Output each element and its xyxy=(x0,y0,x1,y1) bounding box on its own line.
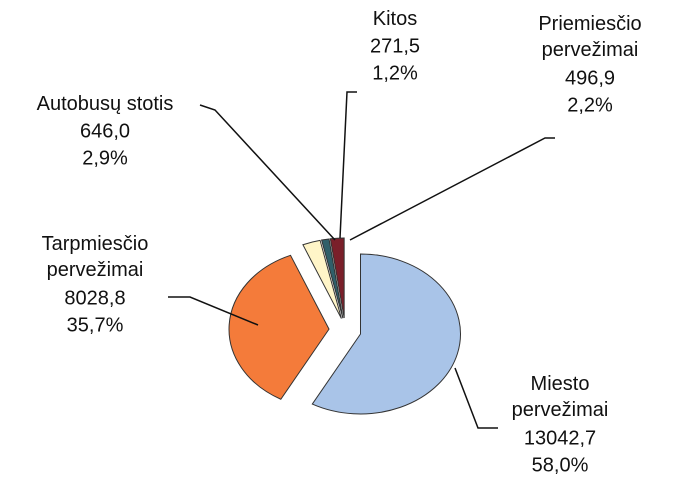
percent-label: 1,2% xyxy=(372,62,418,84)
pie-slice xyxy=(329,237,345,319)
value-label: 646,0 xyxy=(80,120,130,142)
leader-line xyxy=(168,296,259,326)
pie-slice xyxy=(228,254,330,400)
slice-label: Kitos xyxy=(373,8,417,30)
percent-label: 35,7% xyxy=(67,314,124,336)
label-line: Kitos xyxy=(373,8,417,30)
pie-slice xyxy=(302,239,342,319)
slice-label: Miesto pervežimai xyxy=(512,373,609,421)
pie-slice xyxy=(311,253,461,415)
label-line: Priemiesčio xyxy=(538,13,641,35)
label-line: pervežimai xyxy=(47,259,144,281)
percent-label: 2,9% xyxy=(82,147,128,169)
label-line: Miesto xyxy=(531,373,590,395)
label-line: Tarpmiesčio xyxy=(42,233,149,255)
label-line: pervežimai xyxy=(542,39,639,61)
leader-line xyxy=(339,91,357,239)
slice-label: Priemiesčio pervežimai xyxy=(538,13,641,61)
label-line: pervežimai xyxy=(512,399,609,421)
value-label: 8028,8 xyxy=(64,287,125,309)
value-label: 496,9 xyxy=(565,67,615,89)
value-label: 13042,7 xyxy=(524,427,596,449)
leader-line xyxy=(454,367,498,429)
leader-line xyxy=(349,137,555,241)
leader-line xyxy=(199,104,336,241)
label-line: Autobusų stotis xyxy=(37,93,174,115)
pie-slice xyxy=(320,238,344,319)
value-label: 271,5 xyxy=(370,35,420,57)
slice-label: Tarpmiesčio pervežimai xyxy=(42,233,149,281)
slice-label: Autobusų stotis xyxy=(37,93,174,115)
percent-label: 2,2% xyxy=(567,94,613,116)
percent-label: 58,0% xyxy=(532,454,589,476)
